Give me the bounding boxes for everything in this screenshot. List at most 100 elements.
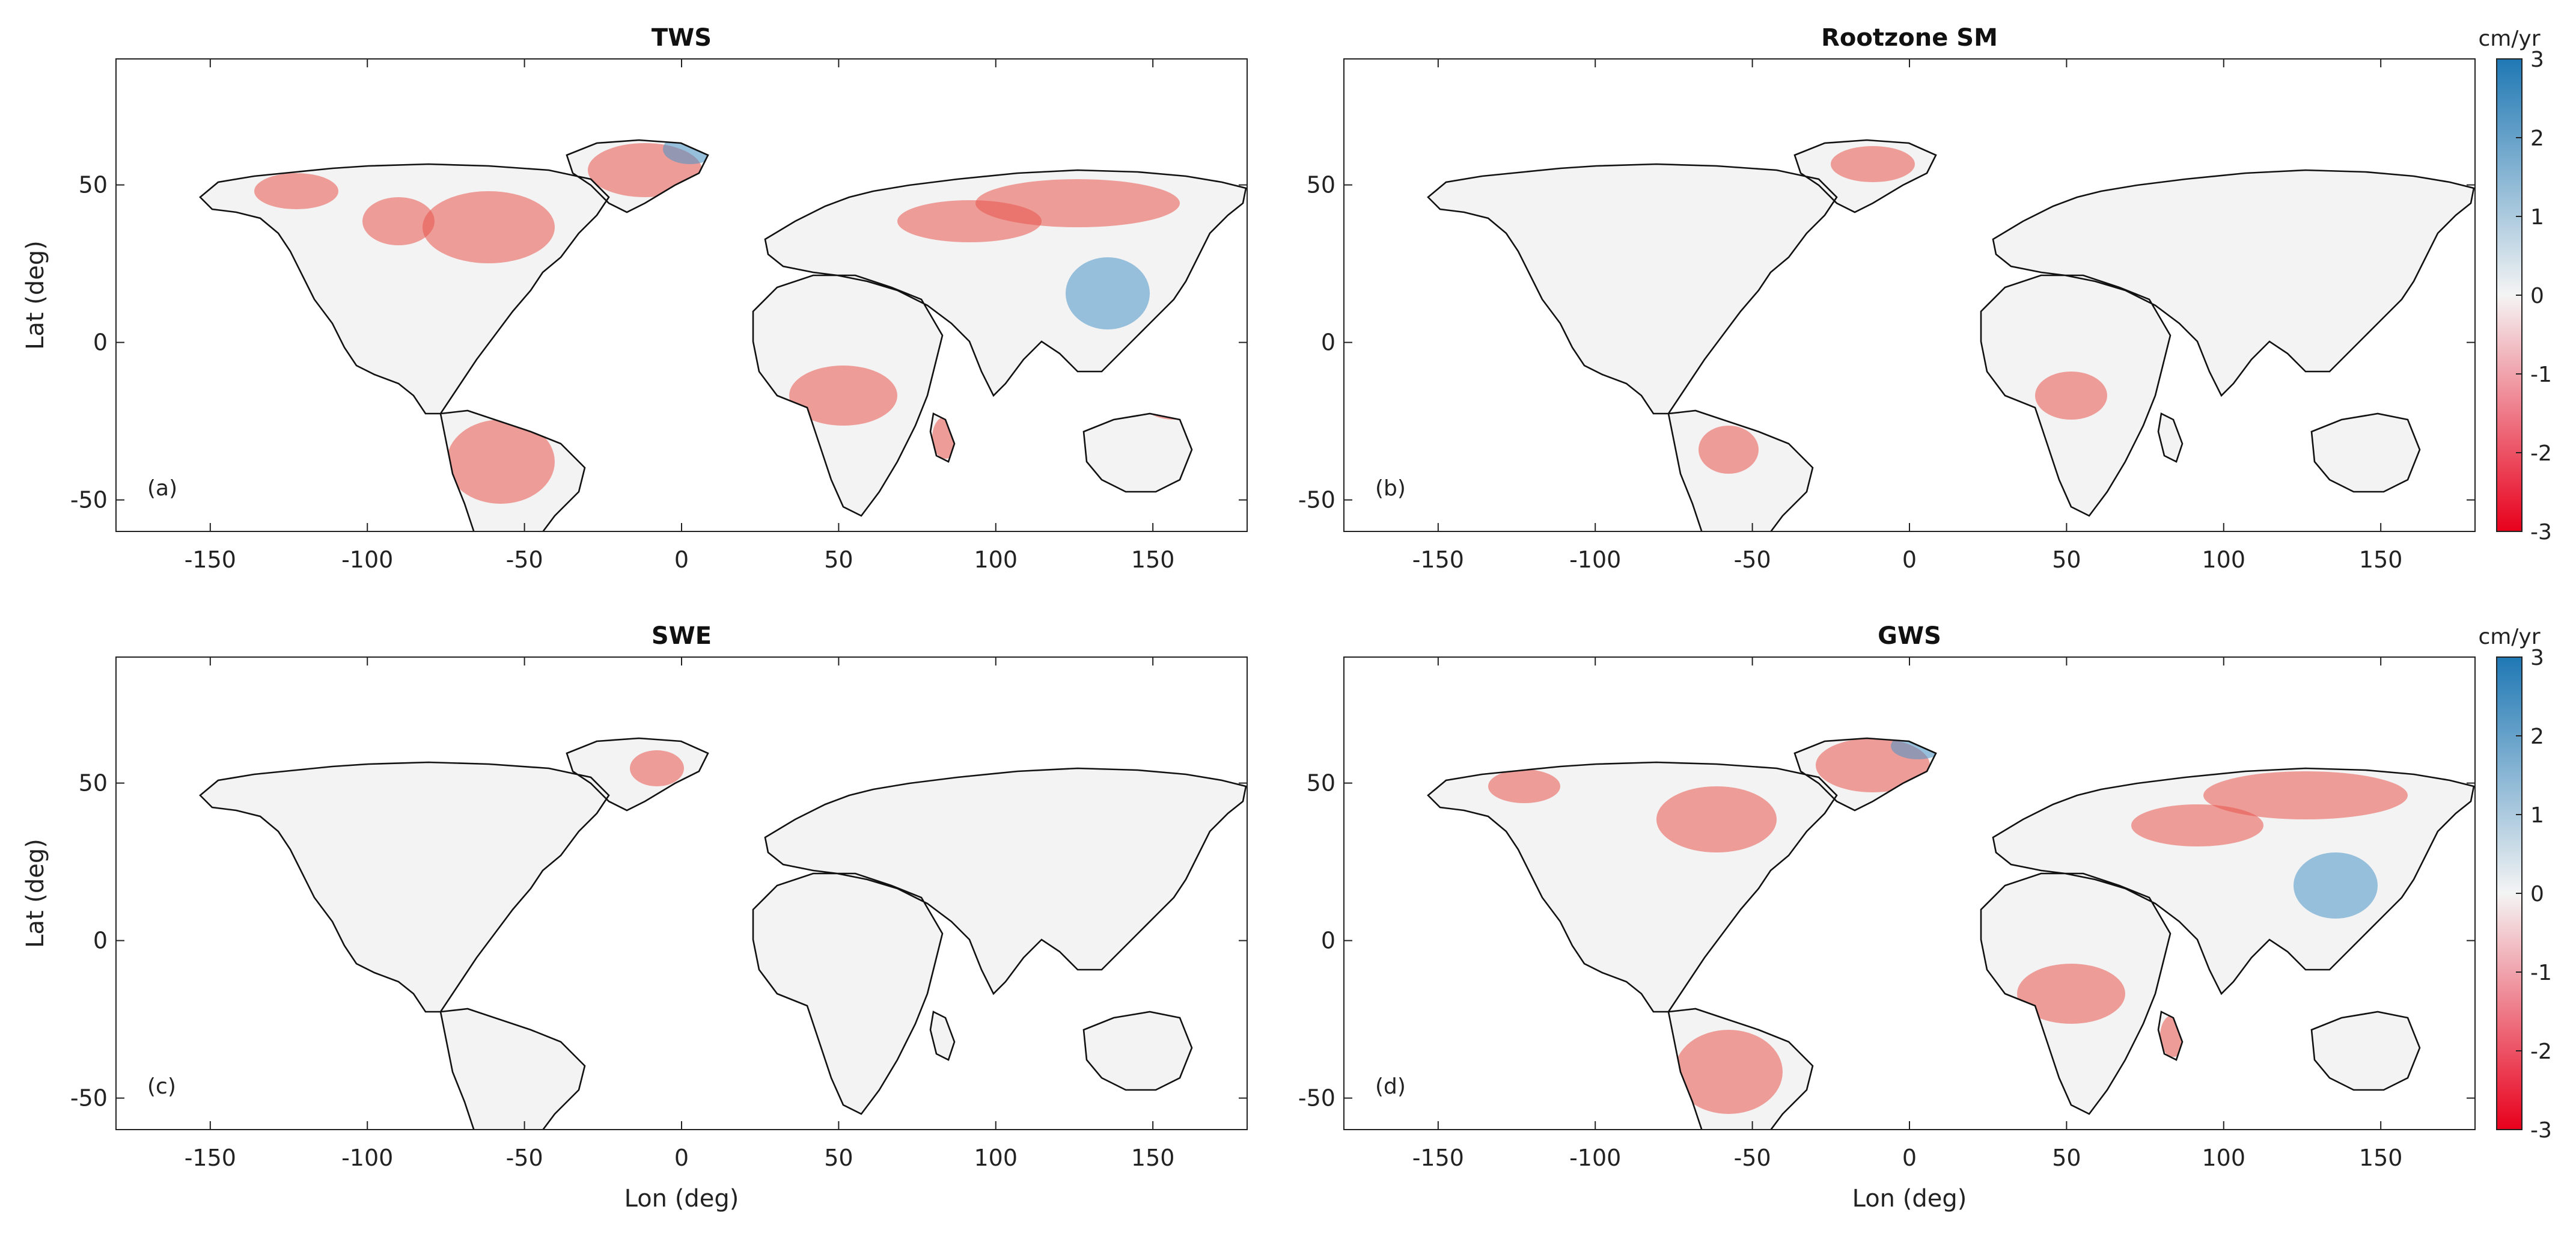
panel-label: (c) — [147, 1074, 176, 1099]
colorbar-unit: cm/yr — [2478, 26, 2540, 51]
panel-title: GWS — [1878, 622, 1941, 650]
x-tick-label: 100 — [2202, 546, 2246, 573]
colorbar-tick-label: 3 — [2530, 47, 2544, 72]
y-tick-label: 50 — [79, 770, 108, 797]
anomaly-patch — [897, 200, 1042, 242]
panel-title: TWS — [652, 24, 712, 52]
x-tick-label: -50 — [506, 546, 543, 573]
anomaly-patch — [630, 750, 684, 786]
x-tick-label: 50 — [2052, 1145, 2081, 1171]
x-tick-label: 50 — [824, 546, 853, 573]
anomaly-patch — [588, 143, 702, 197]
panel-title: Rootzone SM — [1821, 24, 1998, 52]
anomaly-patch — [1831, 146, 1915, 182]
colorbar-tick-label: 0 — [2530, 284, 2544, 308]
y-tick-label: -50 — [1298, 1085, 1335, 1112]
panel-label: (b) — [1375, 476, 1406, 501]
x-tick-label: 0 — [674, 1145, 689, 1171]
y-axis-label: Lat (deg) — [22, 839, 49, 948]
x-axis-label: Lon (deg) — [624, 1185, 739, 1213]
y-tick-label: 0 — [1321, 928, 1335, 954]
anomaly-patch — [254, 173, 338, 209]
colorbar-tick-label: 3 — [2530, 646, 2544, 670]
x-tick-label: -50 — [1734, 1145, 1771, 1171]
x-tick-label: -100 — [341, 1145, 393, 1171]
x-tick-label: 0 — [1902, 546, 1917, 573]
anomaly-patch — [1674, 1030, 1783, 1114]
x-axis-label: Lon (deg) — [1852, 1185, 1967, 1213]
anomaly-patch — [447, 420, 555, 504]
anomaly-patch — [362, 197, 435, 245]
y-tick-label: 50 — [79, 172, 108, 198]
x-tick-label: -50 — [506, 1145, 543, 1171]
colorbar: cm/yr3 2 1 0 -1 -2 -3 — [2478, 625, 2551, 1143]
colorbar-tick-label: -1 — [2530, 961, 2552, 985]
anomaly-patch — [1699, 426, 1759, 474]
anomaly-patch — [975, 179, 1180, 227]
y-tick-label: 0 — [93, 928, 108, 954]
colorbar-tick-label: -2 — [2530, 441, 2552, 466]
x-tick-label: 50 — [2052, 546, 2081, 573]
colorbar: cm/yr3 2 1 0 -1 -2 -3 — [2478, 26, 2551, 545]
map-b — [1344, 59, 2475, 531]
anomaly-field — [630, 750, 684, 786]
colorbar-tick-label: 0 — [2530, 882, 2544, 907]
panel-d: GWS (d) -150 -100 -50 0 50 100 150 -50 0 50 Lon (deg… — [1298, 622, 2476, 1213]
colorbar-tick-label: 2 — [2530, 724, 2544, 749]
x-tick-label: 100 — [974, 1145, 1018, 1171]
anomaly-patch — [2294, 852, 2378, 919]
y-tick-label: 0 — [93, 329, 108, 356]
anomaly-patch — [1488, 769, 1560, 803]
anomaly-patch — [2131, 804, 2263, 846]
anomaly-field — [1699, 146, 2107, 474]
y-tick-label: 50 — [1307, 770, 1335, 797]
x-tick-label: 150 — [2359, 1145, 2403, 1171]
map-c — [116, 657, 1247, 1130]
x-tick-label: 0 — [1902, 1145, 1917, 1171]
x-tick-label: -50 — [1734, 546, 1771, 573]
x-tick-label: -150 — [185, 1145, 236, 1171]
y-tick-label: -50 — [70, 487, 108, 513]
anomaly-patch — [789, 366, 897, 426]
anomaly-patch — [1066, 257, 1150, 329]
colorbar-tick-label: -3 — [2530, 520, 2552, 545]
panel-b: Rootzone SM (b) -150 -100 -50 0 50 100 150 -50 0 50 — [1298, 24, 2476, 573]
colorbar-tick-label: -1 — [2530, 363, 2552, 387]
x-tick-label: 150 — [2359, 546, 2403, 573]
panel-label: (a) — [147, 476, 177, 501]
map-d — [1344, 657, 2475, 1130]
x-tick-label: 150 — [1131, 1145, 1175, 1171]
colorbar-tick-label: -2 — [2530, 1039, 2552, 1064]
colorbar-unit: cm/yr — [2478, 625, 2540, 649]
y-tick-label: 0 — [1321, 329, 1335, 356]
panel-label: (d) — [1375, 1074, 1406, 1099]
colorbar-tick-label: 2 — [2530, 126, 2544, 151]
colorbar-tick-label: 1 — [2530, 205, 2544, 230]
panel-title: SWE — [652, 622, 712, 650]
x-tick-label: -150 — [1412, 1145, 1464, 1171]
anomaly-patch — [2035, 372, 2107, 420]
x-tick-label: -150 — [1412, 546, 1464, 573]
map-a — [116, 59, 1247, 531]
anomaly-patch — [423, 191, 555, 263]
y-tick-label: 50 — [1307, 172, 1335, 198]
colorbar-tick-label: 1 — [2530, 803, 2544, 828]
x-tick-label: -100 — [1569, 1145, 1621, 1171]
x-tick-label: -150 — [185, 546, 236, 573]
anomaly-patch — [2017, 964, 2125, 1024]
x-tick-label: 150 — [1131, 546, 1175, 573]
x-tick-label: -100 — [341, 546, 393, 573]
x-tick-label: 100 — [2202, 1145, 2246, 1171]
x-tick-label: -100 — [1569, 546, 1621, 573]
anomaly-patch — [2203, 771, 2408, 819]
y-axis-label: Lat (deg) — [22, 240, 49, 350]
y-tick-label: -50 — [70, 1085, 108, 1112]
anomaly-patch — [1816, 738, 1930, 792]
panel-a: TWS (a) -150 -100 -50 0 50 100 150 -50 0 50 Lat (deg… — [22, 24, 1248, 573]
anomaly-patch — [1656, 786, 1777, 852]
x-tick-label: 100 — [974, 546, 1018, 573]
colorbar-tick-label: -3 — [2530, 1118, 2552, 1143]
x-tick-label: 50 — [824, 1145, 853, 1171]
y-tick-label: -50 — [1298, 487, 1335, 513]
